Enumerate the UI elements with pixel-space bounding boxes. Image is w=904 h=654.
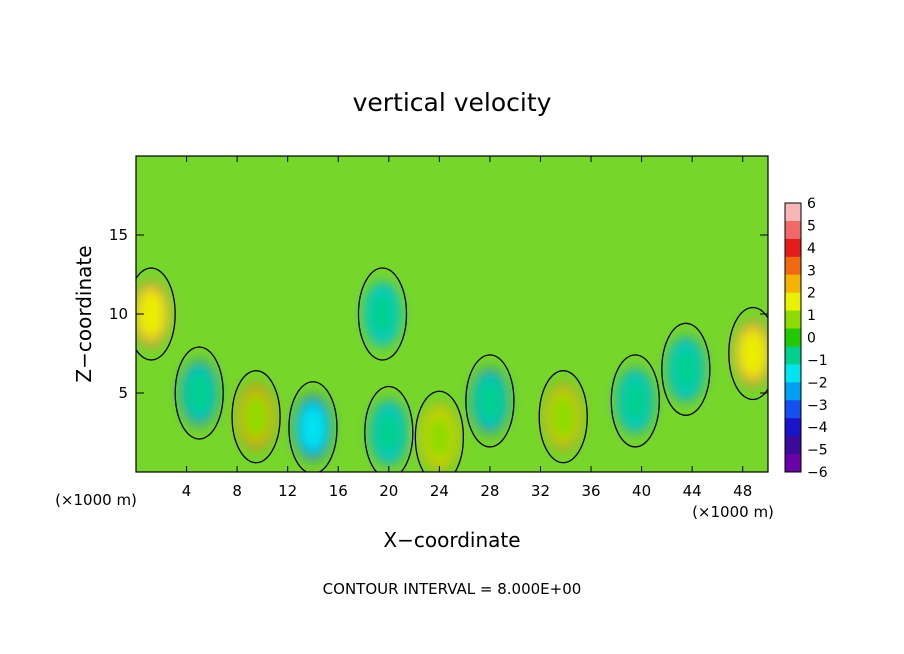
- velocity-band: [621, 376, 650, 426]
- chart-title: vertical velocity: [353, 88, 552, 117]
- colorbar-swatch: [785, 203, 801, 222]
- x-tick-label: 8: [232, 482, 242, 500]
- x-tick-label: 24: [430, 482, 449, 500]
- colorbar-label: −3: [807, 398, 828, 414]
- zero-contour: [364, 385, 414, 472]
- colorbar-swatch: [785, 310, 801, 330]
- zero-contour: [357, 267, 408, 361]
- plot-area: [136, 156, 768, 472]
- colorbar-label: 0: [807, 331, 816, 347]
- velocity-cell-updraft: [136, 282, 170, 346]
- x-tick-label: 40: [632, 482, 651, 500]
- x-tick-label: 48: [733, 482, 752, 500]
- y-tick-label: 10: [109, 305, 128, 323]
- velocity-cell-downdraft: [370, 401, 408, 464]
- velocity-cell-downdraft: [616, 369, 654, 433]
- colorbar-swatch: [785, 400, 801, 419]
- colorbar-swatch: [785, 364, 801, 383]
- colorbar-swatch: [785, 256, 801, 276]
- zero-contour: [174, 346, 224, 440]
- colorbar-label: 1: [807, 308, 816, 324]
- velocity-cell-downdraft: [294, 396, 332, 460]
- colorbar-swatch: [785, 418, 801, 437]
- velocity-cell-downdraft: [667, 337, 705, 401]
- x-tick-label: 36: [581, 482, 600, 500]
- contour-interval-note: CONTOUR INTERVAL = 8.000E+00: [323, 580, 582, 598]
- colorbar-label: −5: [807, 443, 828, 459]
- colorbar-swatch: [785, 346, 801, 365]
- colorbar-label: −1: [807, 353, 828, 369]
- y-axis-label: Z−coordinate: [72, 245, 96, 382]
- colorbar-label: 5: [807, 218, 816, 234]
- y-axis: 5 10 15: [109, 226, 768, 402]
- colorbar-swatch: [785, 328, 801, 347]
- velocity-cell-updraft: [544, 385, 582, 449]
- x-tick-label: 12: [278, 482, 297, 500]
- colorbar-swatch: [785, 238, 801, 258]
- colorbar-label: 6: [807, 196, 816, 212]
- velocity-cell-updraft: [734, 322, 768, 385]
- velocity-band: [374, 407, 403, 458]
- x-axis: 4 8 12 16 20 24 28 32 36 40 44 48: [182, 156, 752, 500]
- colorbar-swatch: [785, 454, 801, 473]
- colorbar-label: 3: [807, 263, 816, 279]
- velocity-band: [137, 289, 166, 339]
- x-tick-label: 28: [480, 482, 499, 500]
- colorbar-swatch: [785, 436, 801, 455]
- zero-contour: [465, 354, 515, 448]
- zero-contour: [728, 306, 768, 401]
- colorbar-swatch: [785, 274, 801, 294]
- zero-contour: [414, 390, 465, 472]
- colorbar-label: −6: [807, 465, 828, 481]
- velocity-band: [299, 403, 327, 453]
- x-unit-right: (×1000 m): [692, 503, 774, 521]
- x-tick-label: 44: [683, 482, 702, 500]
- velocity-band: [549, 392, 578, 442]
- velocity-band: [425, 412, 454, 462]
- velocity-band: [671, 344, 700, 394]
- x-unit-left: (×1000 m): [55, 491, 137, 509]
- velocity-band: [738, 328, 767, 379]
- velocity-cell-updraft: [237, 385, 275, 449]
- colorbar-label: 4: [807, 241, 816, 257]
- zero-contour: [136, 267, 176, 361]
- zero-contour: [610, 354, 660, 448]
- velocity-cell-downdraft: [471, 369, 509, 433]
- y-tick-label: 5: [118, 384, 128, 402]
- colorbar: 6 5 4 3 2 1 0 −1 −2 −3 −4 −5 −6: [784, 196, 828, 481]
- velocity-band: [242, 392, 270, 442]
- velocity-band: [476, 376, 504, 426]
- colorbar-swatch: [785, 292, 801, 312]
- colorbar-swatch: [785, 382, 801, 401]
- y-tick-label: 15: [109, 226, 128, 244]
- velocity-cell-downdraft: [180, 361, 218, 425]
- x-tick-label: 32: [531, 482, 550, 500]
- colorbar-label: 2: [807, 286, 816, 302]
- colorbar-label: −2: [807, 375, 828, 391]
- velocity-cell-downdraft: [363, 282, 401, 346]
- zero-contours: [136, 267, 768, 472]
- colorbar-label: −4: [807, 420, 828, 436]
- x-tick-label: 20: [379, 482, 398, 500]
- velocity-band: [185, 368, 214, 418]
- colorbar-swatch: [785, 220, 801, 240]
- velocity-band: [368, 289, 397, 339]
- zero-contour: [288, 381, 338, 472]
- x-axis-label: X−coordinate: [383, 528, 520, 552]
- x-tick-label: 16: [329, 482, 348, 500]
- zero-contour: [661, 322, 711, 416]
- velocity-field: [136, 282, 768, 469]
- x-tick-label: 4: [182, 482, 192, 500]
- colorbar-frame: [784, 202, 802, 473]
- zero-contour: [538, 370, 588, 464]
- zero-contour: [231, 370, 281, 464]
- velocity-cell-updraft: [420, 405, 458, 469]
